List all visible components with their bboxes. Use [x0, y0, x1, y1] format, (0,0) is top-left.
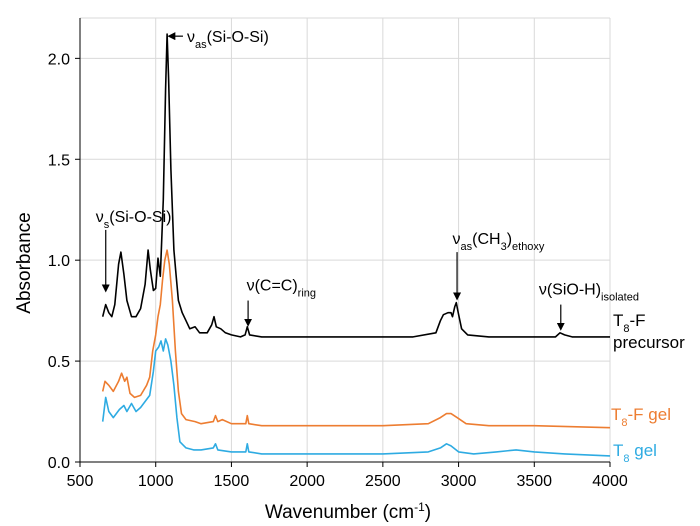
annotation-label: νas(Si-O-Si)	[187, 29, 269, 51]
x-tick-label: 500	[67, 473, 94, 490]
annotation-label: ν(SiO-H)isolated	[539, 281, 639, 303]
y-axis-title: Absorbance	[14, 212, 35, 313]
annotation-label: ν(C=C)ring	[247, 277, 316, 299]
x-tick-label: 3000	[441, 473, 477, 490]
series-label: precursor	[613, 333, 685, 352]
axes	[75, 18, 611, 467]
annotation-label: νas(CH3)ethoxy	[453, 231, 545, 253]
annotations: νas(Si-O-Si) νs(Si-O-Si) ν(C=C)ring νas(CH3…	[96, 29, 639, 331]
x-tick-label: 1000	[138, 473, 174, 490]
series-line-0	[101, 33, 610, 338]
series-label: T8-F gel	[611, 405, 671, 429]
x-tick-label: 1500	[214, 473, 250, 490]
y-tick-label: 1.5	[48, 152, 70, 169]
series-lines	[101, 33, 611, 457]
gridlines	[80, 17, 611, 462]
series-line-2	[101, 338, 611, 457]
y-tick-label: 1.0	[48, 253, 70, 270]
y-tick-label: 2.0	[48, 51, 70, 68]
series-line-1	[101, 249, 611, 429]
tick-labels: 500 1000 1500 2000 2500 3000 3500 4000 0.0 0.5 1.0…	[48, 51, 628, 490]
y-tick-label: 0.5	[48, 354, 70, 371]
series-label: T8 gel	[613, 441, 657, 465]
series-label: T8-F	[613, 311, 646, 335]
x-tick-label: 3500	[516, 473, 552, 490]
x-tick-label: 2500	[365, 473, 401, 490]
x-tick-label: 2000	[289, 473, 325, 490]
annotation-label: νs(Si-O-Si)	[96, 209, 172, 231]
x-axis-title: Wavenumber (cm-1)	[265, 500, 431, 523]
x-tick-label: 4000	[592, 473, 628, 490]
y-tick-label: 0.0	[48, 455, 70, 472]
